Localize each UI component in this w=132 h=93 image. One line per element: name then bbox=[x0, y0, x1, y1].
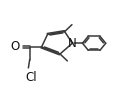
Text: N: N bbox=[68, 37, 77, 50]
Text: O: O bbox=[11, 40, 20, 53]
Text: Cl: Cl bbox=[26, 71, 37, 84]
